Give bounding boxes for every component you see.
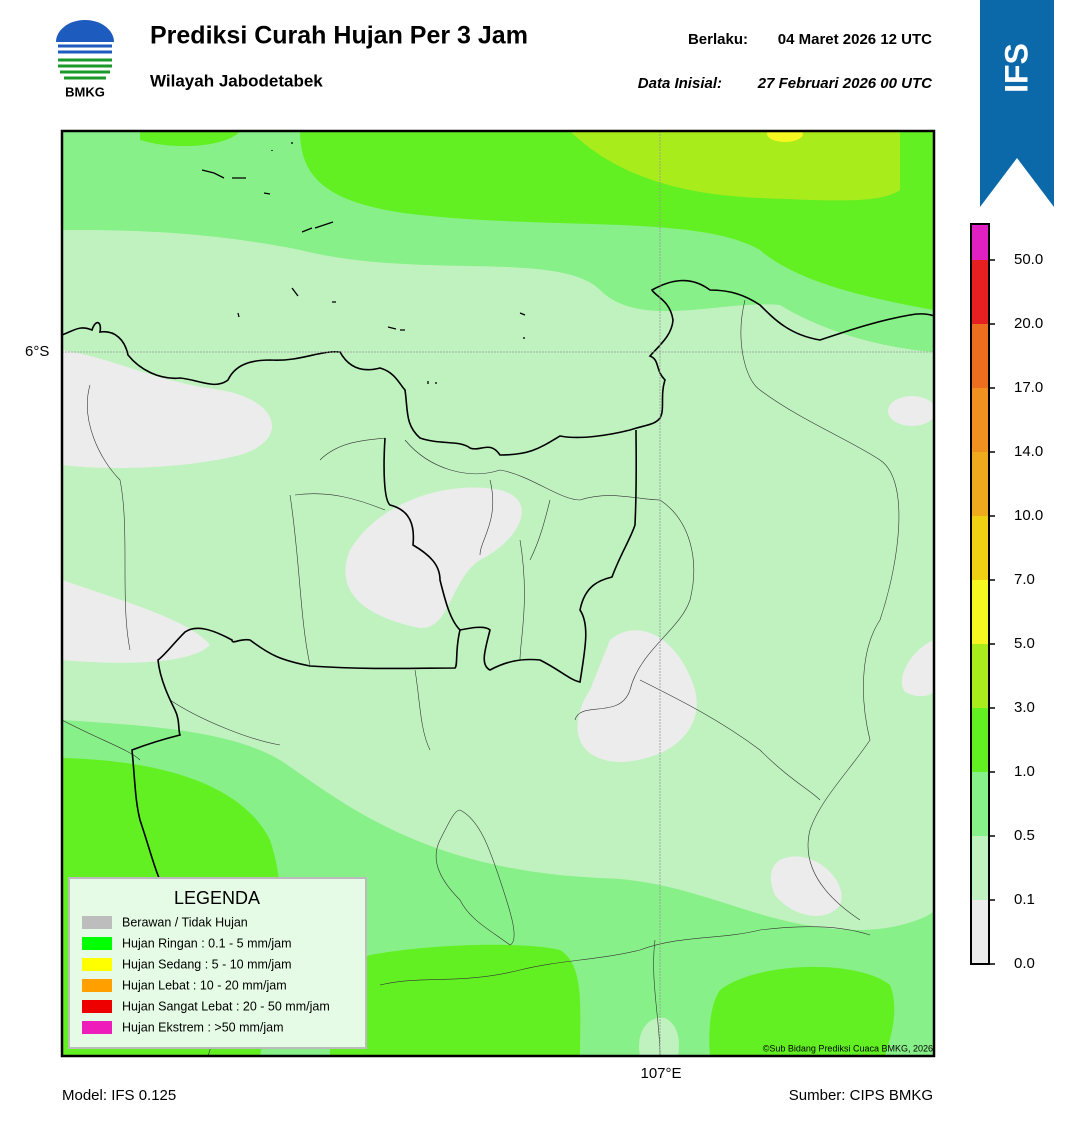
legend-label: Hujan Ekstrem : >50 mm/jam — [122, 1020, 284, 1034]
valid-label: Berlaku: — [688, 31, 748, 48]
legend-label: Berawan / Tidak Hujan — [122, 915, 248, 929]
colorbar-segment — [971, 260, 989, 324]
badge — [980, 0, 1054, 207]
legend-title: LEGENDA — [174, 888, 260, 908]
colorbar-tick-label: 20.0 — [1014, 315, 1043, 332]
copyright: ©Sub Bidang Prediksi Cuaca BMKG, 2026 — [763, 1043, 933, 1053]
logo: BMKG — [56, 20, 114, 99]
colorbar-tick-label: 17.0 — [1014, 379, 1043, 396]
legend-label: Hujan Lebat : 10 - 20 mm/jam — [122, 978, 287, 992]
colorbar-tick-label: 3.0 — [1014, 699, 1035, 716]
lon-label: 107°E — [640, 1065, 681, 1082]
islands — [201, 142, 526, 384]
colorbar: 0.0 0.1 0.5 1.0 3.0 5.0 7.0 10.0 14.0 17.0 20.0 50.… — [970, 223, 1043, 972]
source-label: Sumber: CIPS BMKG — [789, 1087, 933, 1104]
colorbar-tick-label: 7.0 — [1014, 571, 1035, 588]
colorbar-segment — [971, 452, 989, 516]
legend-swatch — [82, 958, 112, 971]
colorbar-extension — [971, 224, 989, 260]
colorbar-tick-label: 10.0 — [1014, 507, 1043, 524]
colorbar-frame — [970, 223, 990, 965]
colorbar-tick-label: 0.0 — [1014, 955, 1035, 972]
colorbar-tick-label: 5.0 — [1014, 635, 1035, 652]
init-label: Data Inisial: — [638, 75, 722, 92]
colorbar-segment — [971, 644, 989, 708]
colorbar-segment — [971, 324, 989, 388]
legend-swatch — [82, 937, 112, 950]
colorbar-segment — [971, 388, 989, 452]
coastline — [62, 279, 934, 456]
map-frame — [60, 129, 936, 1058]
init-time: 27 Februari 2026 00 UTC — [757, 75, 933, 92]
colorbar-segment — [971, 516, 989, 580]
legend-swatch — [82, 916, 112, 929]
lat-label: 6°S — [25, 343, 49, 360]
badge-text: IFS — [998, 43, 1034, 93]
colorbar-tick-label: 0.5 — [1014, 827, 1035, 844]
legend-swatch — [82, 1000, 112, 1013]
colorbar-tick-label: 50.0 — [1014, 251, 1043, 268]
colorbar-segment — [971, 580, 989, 644]
colorbar-tick-label: 1.0 — [1014, 763, 1035, 780]
colorbar-tick-label: 0.1 — [1014, 891, 1035, 908]
legend: LEGENDA Berawan / Tidak Hujan Hujan Ringa… — [68, 877, 367, 1049]
colorbar-segment — [971, 708, 989, 772]
colorbar-segment — [971, 836, 989, 900]
colorbar-segment — [971, 772, 989, 836]
legend-swatch — [82, 979, 112, 992]
model-label: Model: IFS 0.125 — [62, 1087, 176, 1104]
legend-label: Hujan Sangat Lebat : 20 - 50 mm/jam — [122, 999, 330, 1013]
legend-swatch — [82, 1021, 112, 1034]
province-boundary — [131, 429, 638, 881]
legend-box — [68, 877, 367, 1049]
subtitle: Wilayah Jabodetabek — [150, 71, 323, 90]
colorbar-tick-label: 14.0 — [1014, 443, 1043, 460]
colorbar-segment — [971, 900, 989, 964]
legend-label: Hujan Sedang : 5 - 10 mm/jam — [122, 957, 292, 971]
logo-text: BMKG — [65, 84, 105, 99]
legend-label: Hujan Ringan : 0.1 - 5 mm/jam — [122, 936, 292, 950]
title: Prediksi Curah Hujan Per 3 Jam — [150, 22, 528, 50]
valid-time: 04 Maret 2026 12 UTC — [778, 31, 932, 48]
